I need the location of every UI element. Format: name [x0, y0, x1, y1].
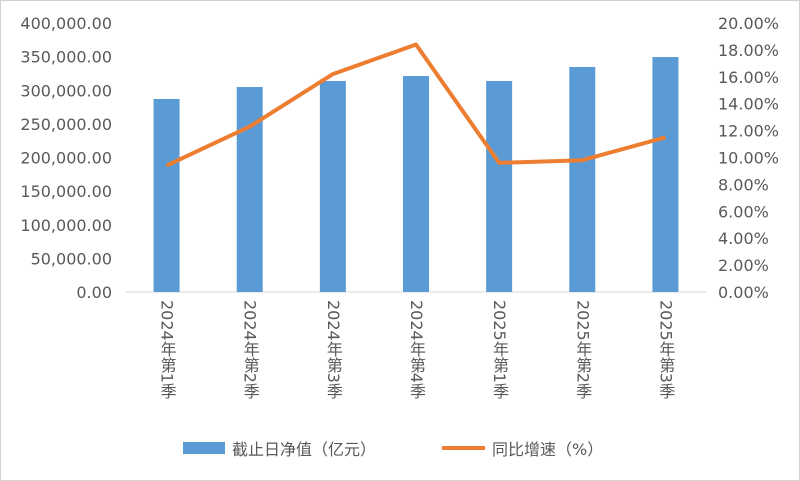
- x-tick-label: 2024年第1季: [157, 300, 177, 399]
- right-tick-label: 2.00%: [718, 256, 769, 275]
- bar: [153, 98, 180, 293]
- right-tick-label: 12.00%: [718, 122, 779, 141]
- right-tick-label: 4.00%: [718, 229, 769, 248]
- x-tick-label: 2025年第3季: [656, 300, 676, 399]
- left-tick-label: 400,000.00: [20, 14, 112, 33]
- right-tick-label: 14.00%: [718, 95, 779, 114]
- left-tick-label: 150,000.00: [20, 182, 112, 201]
- bar: [569, 66, 596, 292]
- left-tick-label: 300,000.00: [20, 81, 112, 100]
- right-tick-label: 0.00%: [718, 283, 769, 302]
- right-tick-label: 20.00%: [718, 14, 779, 33]
- bar: [403, 75, 429, 292]
- bar: [486, 80, 513, 292]
- x-tick-label: 2024年第2季: [240, 300, 260, 399]
- x-tick-label: 2025年第2季: [573, 300, 593, 399]
- bar: [236, 87, 263, 292]
- left-tick-label: 0.00: [76, 283, 112, 302]
- left-tick-label: 350,000.00: [20, 48, 112, 67]
- bar: [319, 80, 346, 292]
- left-tick-label: 200,000.00: [20, 149, 112, 168]
- x-tick-label: 2025年第1季: [490, 300, 510, 399]
- left-tick-label: 100,000.00: [20, 216, 112, 235]
- x-tick-label: 2024年第3季: [323, 300, 343, 399]
- x-tick-label: 2024年第4季: [407, 300, 426, 399]
- right-tick-label: 10.00%: [718, 149, 779, 168]
- left-tick-label: 50,000.00: [31, 249, 112, 268]
- right-tick-label: 16.00%: [718, 68, 779, 87]
- legend-bar-swatch: [183, 442, 225, 454]
- left-tick-label: 250,000.00: [20, 115, 112, 134]
- legend-bar-label: 截止日净值（亿元）: [232, 440, 376, 459]
- legend-line-label: 同比增速（%）: [492, 440, 603, 459]
- right-tick-label: 6.00%: [718, 202, 769, 221]
- bar: [652, 57, 679, 292]
- right-tick-label: 18.00%: [718, 41, 779, 60]
- right-tick-label: 8.00%: [718, 175, 769, 194]
